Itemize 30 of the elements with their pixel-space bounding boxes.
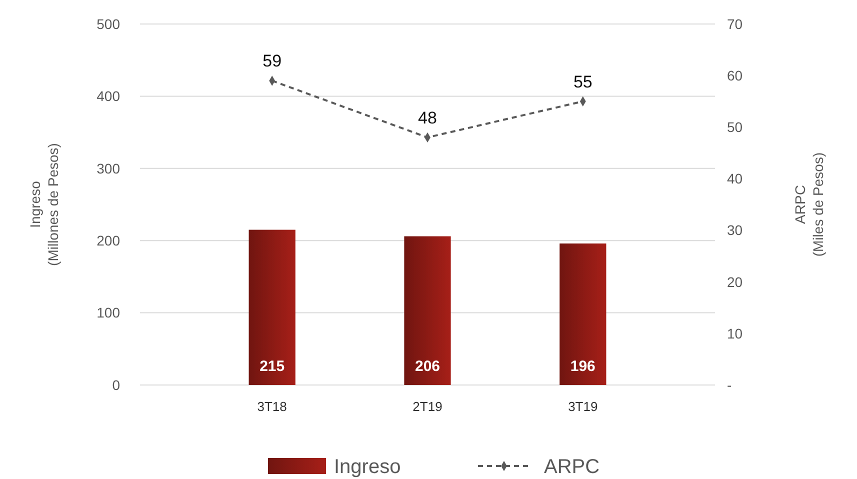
y2-tick-label: 20 [727,274,743,290]
y-tick-label: 500 [96,16,120,32]
bar [404,236,451,385]
legend-label: Ingreso [334,456,401,478]
data-label: 206 [414,358,440,375]
y-tick-label: 400 [96,88,120,104]
y2-tick-label: 10 [727,325,743,342]
y2-tick-label: 50 [727,119,743,136]
bar [248,230,296,385]
y2-tick-label: 40 [727,170,743,187]
y-tick-label: 0 [112,376,120,393]
y2-tick-label: 30 [727,222,743,238]
bar [560,243,606,385]
x-tick-label: 3T18 [257,399,287,414]
y-tick-label: 300 [96,160,120,176]
data-label: 55 [573,72,592,92]
x-tick-label: 2T19 [412,399,442,414]
data-label: 48 [418,108,437,128]
y-tick-label: 100 [96,304,120,321]
y2-tick-label: - [727,376,732,393]
x-tick-label: 3T19 [568,399,598,414]
y2-axis-title: ARPC (Miles de Pesos) [792,152,826,257]
data-label: 59 [262,52,282,71]
y-tick-label: 200 [96,232,120,248]
data-label: 196 [570,358,596,375]
y2-tick-label: 60 [727,67,743,84]
y-axis-title: Ingreso (Millones de Pesos) [27,143,61,266]
legend-label: ARPC [544,456,600,478]
data-label: 215 [260,358,285,375]
y2-tick-label: 70 [727,16,743,32]
